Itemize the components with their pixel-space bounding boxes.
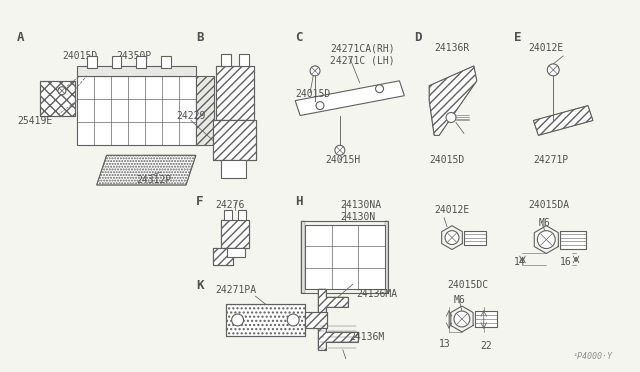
Text: 14: 14 xyxy=(513,257,525,267)
Circle shape xyxy=(454,311,470,327)
Bar xyxy=(475,311,497,327)
Text: K: K xyxy=(196,279,204,292)
Text: 24271CA(RH): 24271CA(RH) xyxy=(330,43,394,53)
Circle shape xyxy=(58,87,66,95)
Polygon shape xyxy=(429,66,477,135)
Text: F: F xyxy=(196,195,204,208)
Polygon shape xyxy=(533,106,593,135)
Bar xyxy=(213,121,257,160)
Polygon shape xyxy=(318,324,358,350)
Bar xyxy=(111,56,122,68)
Bar xyxy=(226,304,305,336)
Bar xyxy=(40,81,75,116)
Bar xyxy=(560,231,586,248)
Bar xyxy=(213,247,233,265)
Text: 24229: 24229 xyxy=(176,110,205,121)
Bar xyxy=(136,56,147,68)
Bar xyxy=(221,54,230,66)
Circle shape xyxy=(376,85,383,93)
Text: 16: 16 xyxy=(560,257,572,267)
Text: A: A xyxy=(17,31,25,44)
Bar xyxy=(221,220,248,247)
Bar xyxy=(301,221,305,293)
Text: 24276: 24276 xyxy=(216,200,245,210)
Bar xyxy=(196,76,214,145)
Text: 24271C (LH): 24271C (LH) xyxy=(330,56,394,66)
Text: M6: M6 xyxy=(538,218,550,228)
Text: B: B xyxy=(196,31,204,44)
Circle shape xyxy=(287,314,299,326)
Text: D: D xyxy=(414,31,422,44)
Bar xyxy=(305,225,385,289)
Text: 24312P: 24312P xyxy=(136,175,172,185)
Bar xyxy=(161,56,171,68)
Text: 24130NA: 24130NA xyxy=(340,200,381,210)
Text: 24350P: 24350P xyxy=(116,51,152,61)
Text: 13: 13 xyxy=(439,339,451,349)
Bar xyxy=(77,76,196,145)
Circle shape xyxy=(538,231,556,248)
Text: 25419E: 25419E xyxy=(17,116,52,125)
Bar xyxy=(40,81,75,116)
Bar xyxy=(213,247,233,265)
Bar xyxy=(221,160,246,178)
Text: 24015H: 24015H xyxy=(325,155,360,165)
Bar xyxy=(227,247,244,257)
Polygon shape xyxy=(295,81,404,116)
Circle shape xyxy=(310,66,320,76)
Text: 24271PA: 24271PA xyxy=(216,285,257,295)
Circle shape xyxy=(446,113,456,122)
Bar xyxy=(216,66,253,121)
Text: 24015D: 24015D xyxy=(62,51,97,61)
Bar xyxy=(221,220,248,247)
Circle shape xyxy=(232,314,244,326)
Bar xyxy=(87,56,97,68)
Circle shape xyxy=(335,145,345,155)
Text: 24136M: 24136M xyxy=(350,332,385,342)
Text: 24130N: 24130N xyxy=(340,212,375,222)
Bar xyxy=(226,304,305,336)
Bar xyxy=(224,210,232,220)
Bar xyxy=(213,121,257,160)
Text: 24015DC: 24015DC xyxy=(447,280,488,290)
Bar xyxy=(216,66,253,121)
Bar xyxy=(239,54,248,66)
Text: C: C xyxy=(295,31,303,44)
Text: 22: 22 xyxy=(481,341,493,351)
Bar xyxy=(301,221,388,293)
Text: M6: M6 xyxy=(454,295,466,305)
Bar xyxy=(305,312,327,328)
Text: 24012E: 24012E xyxy=(434,205,469,215)
Polygon shape xyxy=(97,155,196,185)
Text: 24012E: 24012E xyxy=(529,43,564,53)
Text: ¹P4000·Y: ¹P4000·Y xyxy=(573,352,612,361)
Text: 24015D: 24015D xyxy=(429,155,465,165)
Text: 24136R: 24136R xyxy=(434,43,469,53)
Text: 24271P: 24271P xyxy=(533,155,569,165)
Circle shape xyxy=(547,64,559,76)
Text: 24015DA: 24015DA xyxy=(529,200,570,210)
Polygon shape xyxy=(318,289,348,315)
Bar xyxy=(464,231,486,244)
Bar xyxy=(385,221,388,293)
Circle shape xyxy=(316,102,324,110)
Bar xyxy=(77,66,196,76)
Circle shape xyxy=(445,231,459,244)
Text: H: H xyxy=(295,195,303,208)
Bar xyxy=(237,210,246,220)
Text: E: E xyxy=(513,31,521,44)
Bar xyxy=(305,312,327,328)
Text: 24015D: 24015D xyxy=(295,89,330,99)
Text: 24136MA: 24136MA xyxy=(356,289,398,299)
